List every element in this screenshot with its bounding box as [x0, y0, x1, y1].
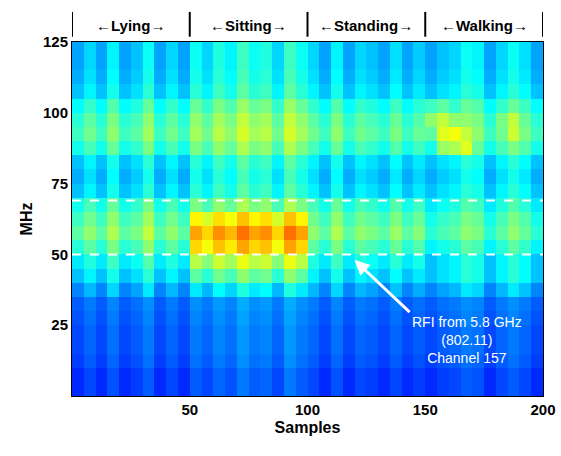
svg-text:←Lying→: ←Lying→: [96, 17, 165, 34]
svg-text:←Standing→: ←Standing→: [319, 17, 413, 34]
svg-text:RFI from 5.8 GHz(802.11)Channe: RFI from 5.8 GHz(802.11)Channel 157: [412, 314, 522, 366]
svg-text:100: 100: [43, 104, 68, 121]
svg-text:200: 200: [530, 401, 555, 418]
svg-text:50: 50: [181, 401, 198, 418]
svg-text:25: 25: [51, 316, 68, 333]
svg-text:←Sitting→: ←Sitting→: [210, 17, 287, 34]
svg-text:125: 125: [43, 33, 68, 50]
svg-text:75: 75: [51, 175, 68, 192]
svg-text:MHz: MHz: [18, 203, 35, 236]
svg-text:Samples: Samples: [275, 419, 341, 436]
svg-text:150: 150: [413, 401, 438, 418]
svg-text:←Walking→: ←Walking→: [441, 17, 528, 34]
svg-text:50: 50: [51, 246, 68, 263]
svg-text:100: 100: [295, 401, 320, 418]
